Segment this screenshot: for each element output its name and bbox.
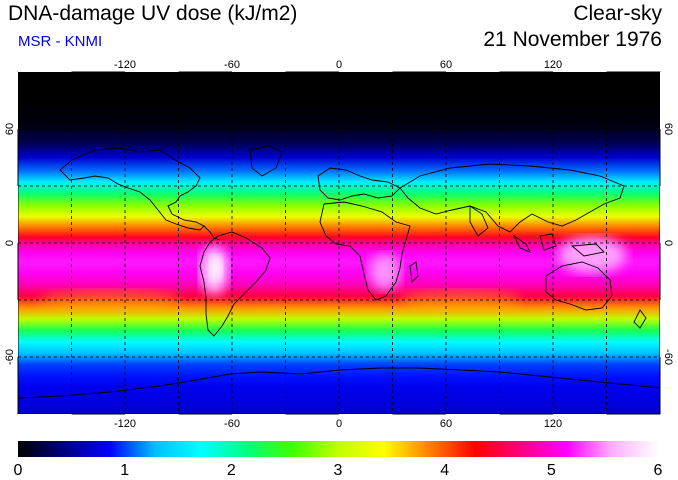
coast-borneo [539,233,557,251]
latitude-tick-label: -60 [662,349,674,365]
frame-segment [16,72,18,129]
coast-antarctica [18,367,660,399]
feature-andes-core [210,256,222,280]
frame-segment [232,70,286,72]
colorbar-tick-label: 2 [227,462,236,479]
frame-segment [232,414,286,416]
longitude-tick-label: 0 [336,59,342,71]
coast-greenland [249,145,283,177]
latitude-tick-label: 60 [4,123,16,135]
coast-new-guinea [570,243,605,257]
coast-central-america [203,225,221,241]
frame-segment [660,72,662,129]
longitude-tick-label: 120 [544,59,562,71]
map-date: 21 November 1976 [483,28,662,51]
colorbar-tick-label: 5 [547,462,556,479]
frame-segments [16,70,662,416]
frame-segment [18,414,72,416]
feature-south-africa [369,254,401,290]
longitude-tick-label: -120 [114,418,136,430]
coastlines [18,145,660,399]
frame-segment [660,300,662,357]
sky-condition: Clear-sky [573,2,662,25]
frame-segment [446,70,500,72]
axis-tick-labels: -120 -120 -60 -60 0 0 60 60 120 120 60 60 0 0 -60 -60 [4,59,674,430]
feature-indian-south [400,290,520,310]
coast-asia [399,163,625,233]
frame-segment [125,70,179,72]
longitude-tick-label: 120 [544,418,562,430]
latitude-tick-label: 0 [4,240,16,246]
graticule [18,72,660,414]
feature-maritime [558,237,626,273]
map-source: MSR - KNMI [18,33,103,50]
latitude-tick-label: 60 [662,123,674,135]
frame-segment [16,300,18,357]
frame-segment [660,186,662,243]
frame-segment [446,414,500,416]
colorbar [18,441,658,457]
frame-segment [16,186,18,243]
colorbar-tick-label: 0 [14,462,23,479]
coast-europe [317,167,401,201]
frame-segment [339,414,393,416]
frame-segment [553,70,607,72]
coast-africa [319,201,411,301]
frame-segment [18,70,72,72]
longitude-tick-label: -120 [114,59,136,71]
longitude-tick-label: 60 [440,59,452,71]
frame-segment [125,414,179,416]
colorbar-tick-label: 1 [120,462,129,479]
longitude-tick-label: -60 [224,418,240,430]
colorbar-tick-label: 6 [654,462,663,479]
longitude-tick-label: 0 [336,418,342,430]
coast-sumatra [512,234,531,253]
map-title: DNA-damage UV dose (kJ/m2) [8,2,298,25]
longitude-tick-label: -60 [224,59,240,71]
latitude-tick-label: -60 [4,349,16,365]
latitude-tick-label: 0 [662,240,674,246]
colorbar-labels: 0 1 2 3 4 5 6 [14,462,663,479]
frame-segment [553,414,607,416]
coast-madagascar [409,261,419,283]
coast-south-america [199,231,271,337]
coast-australia [545,261,613,311]
coast-new-zealand [633,309,647,329]
longitude-tick-label: 60 [440,418,452,430]
colorbar-tick-label: 3 [334,462,343,479]
frame-segment [339,70,393,72]
colorbar-tick-label: 4 [440,462,449,479]
coast-north-america [59,147,205,231]
coast-india [469,205,489,237]
